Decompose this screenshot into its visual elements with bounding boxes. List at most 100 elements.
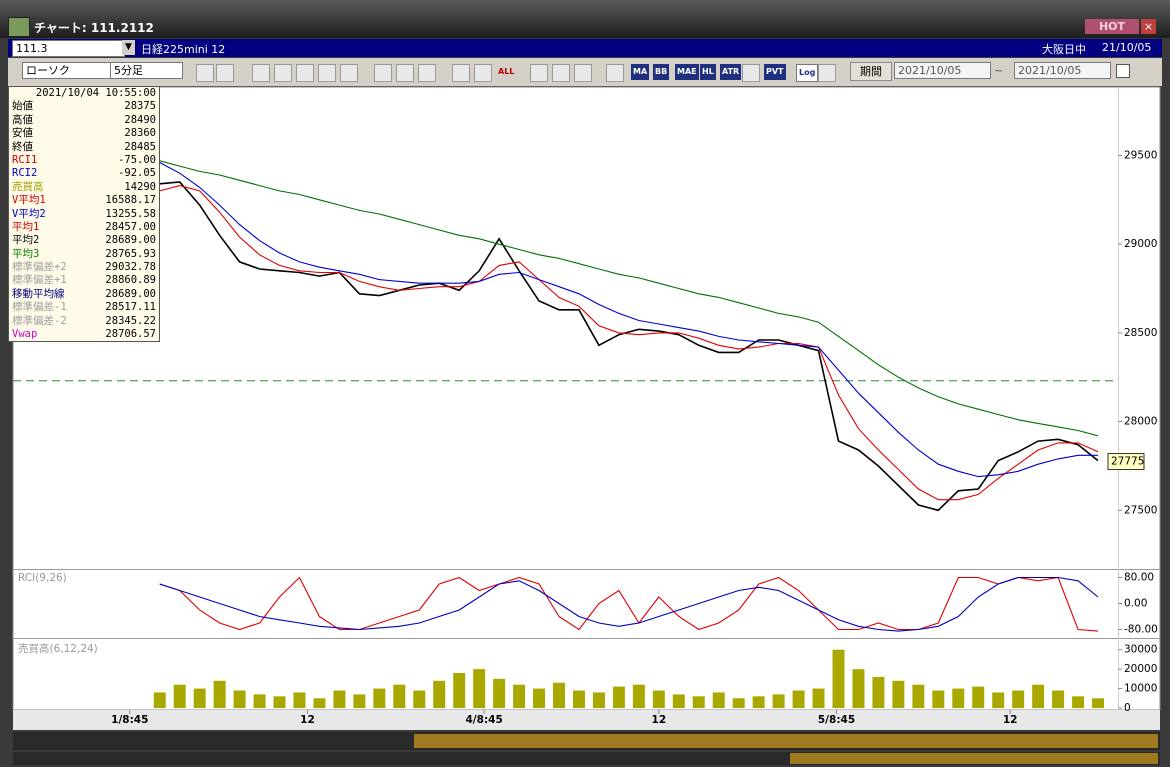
volume-bar <box>972 686 985 708</box>
tool-icon[interactable] <box>296 64 314 82</box>
volume-bar <box>852 669 865 708</box>
volume-bar <box>892 680 905 708</box>
volume-bar <box>493 678 506 708</box>
tool-icon[interactable] <box>374 64 392 82</box>
info-label: 移動平均線 <box>12 287 65 300</box>
volume-bar <box>453 673 466 708</box>
volume-bar <box>832 649 845 708</box>
x-tick-label: 1/8:45 <box>111 714 148 726</box>
volume-bar <box>712 692 725 708</box>
hl-icon[interactable]: HL <box>700 64 716 80</box>
info-row: 売買高 14290 <box>9 181 159 194</box>
tool-icon[interactable] <box>818 64 836 82</box>
volume-bar <box>912 684 925 708</box>
tool-icon[interactable] <box>530 64 548 82</box>
hot-button[interactable]: HOT <box>1085 19 1139 34</box>
tool-icon[interactable] <box>252 64 270 82</box>
volume-bar <box>233 690 246 708</box>
info-value: 28689.00 <box>105 287 156 300</box>
volume-bar <box>393 684 406 708</box>
tool-icon[interactable] <box>340 64 358 82</box>
zoom-icon[interactable] <box>196 64 214 82</box>
price-tag-label: 27775 <box>1111 456 1144 468</box>
y-tick-label: 28000 <box>1124 416 1157 428</box>
period-button[interactable]: 期間 <box>850 62 892 81</box>
volume-bar <box>672 694 685 708</box>
volume-bar <box>213 680 226 708</box>
tool-icon[interactable] <box>452 64 470 82</box>
chart-style-select[interactable]: ローソク <box>22 62 111 79</box>
info-value: 28517.11 <box>105 301 156 314</box>
series-line <box>159 181 1099 512</box>
info-value: 28345.22 <box>105 314 156 327</box>
instrument-name: 日経225mini 12 <box>141 43 226 56</box>
tool-icon[interactable] <box>418 64 436 82</box>
tool-icon[interactable] <box>274 64 292 82</box>
info-label: 売買高 <box>12 180 44 193</box>
from-date[interactable]: 2021/10/05 <box>894 62 991 79</box>
info-label: 終値 <box>12 140 33 153</box>
all-icon[interactable]: ALL <box>496 64 517 80</box>
info-value: 28485 <box>124 140 156 153</box>
tool-icon[interactable] <box>552 64 570 82</box>
series-line <box>159 185 1099 501</box>
checkbox[interactable] <box>1116 64 1130 78</box>
y-tick-label: 80.00 <box>1124 572 1154 584</box>
time-axis <box>13 710 1160 730</box>
tool-icon[interactable] <box>216 64 234 82</box>
tool-icon[interactable] <box>574 64 592 82</box>
info-value: 28706.57 <box>105 328 156 341</box>
interval-select[interactable]: 5分足 <box>110 62 183 79</box>
scrollbar-thumb[interactable] <box>414 734 1158 748</box>
volume-bar <box>772 694 785 708</box>
volume-bar <box>992 692 1005 708</box>
tool-icon[interactable] <box>474 64 492 82</box>
info-row: 安値 28360 <box>9 127 159 140</box>
info-row: 平均1 28457.00 <box>9 221 159 234</box>
tool-icon[interactable] <box>606 64 624 82</box>
info-row: 高値 28490 <box>9 114 159 127</box>
bb-icon[interactable]: BB <box>653 64 670 80</box>
info-box: 2021/10/04 10:55:00 始値 28375 高値 28490 安値 2836… <box>8 86 160 343</box>
x-tick-label: 12 <box>300 714 315 726</box>
y-tick-label: 30000 <box>1124 644 1157 656</box>
volume-bar <box>632 684 645 708</box>
log-icon[interactable]: Log <box>796 64 819 82</box>
scrollbar-thumb[interactable] <box>790 753 1158 764</box>
app-icon <box>8 17 30 37</box>
volume-bar <box>752 696 765 708</box>
info-value: 13255.58 <box>105 207 156 220</box>
volume-bar <box>193 688 206 708</box>
volume-bar <box>652 690 665 708</box>
mae-icon[interactable]: MAE <box>675 64 699 80</box>
code-input[interactable]: 111.3 <box>12 40 125 57</box>
info-row: Vwap 28706.57 <box>9 328 159 341</box>
dropdown-arrow[interactable]: ▼ <box>122 40 135 55</box>
volume-bar <box>792 690 805 708</box>
volume-bar <box>173 684 186 708</box>
y-tick-label: 20000 <box>1124 663 1157 675</box>
tool-bar: ローソク 5分足 ALL MA BB MAE HL ATR PVT Log 期間… <box>8 58 1162 86</box>
volume-bar <box>533 688 546 708</box>
tool-icon[interactable] <box>742 64 760 82</box>
volume-bar <box>273 696 286 708</box>
volume-bar <box>513 684 526 708</box>
volume-bar <box>553 682 566 708</box>
tool-icon[interactable] <box>318 64 336 82</box>
close-button[interactable]: × <box>1141 19 1156 34</box>
timestamp: 2021/10/04 10:55:00 <box>35 87 156 99</box>
tool-icon[interactable] <box>396 64 414 82</box>
info-label: V平均2 <box>12 207 46 220</box>
atr-icon[interactable]: ATR <box>720 64 742 80</box>
to-date[interactable]: 2021/10/05 <box>1014 62 1111 79</box>
info-value: -75.00 <box>118 153 156 166</box>
pvt-icon[interactable]: PVT <box>764 64 786 80</box>
panel-title: 売買高(6,12,24) <box>18 642 98 655</box>
info-value: 16588.17 <box>105 194 156 207</box>
info-row: 標準偏差-1 28517.11 <box>9 301 159 314</box>
info-value: 28765.93 <box>105 247 156 260</box>
ma-icon[interactable]: MA <box>631 64 650 80</box>
info-value: 28860.89 <box>105 274 156 287</box>
x-tick-label: 5/8:45 <box>818 714 855 726</box>
